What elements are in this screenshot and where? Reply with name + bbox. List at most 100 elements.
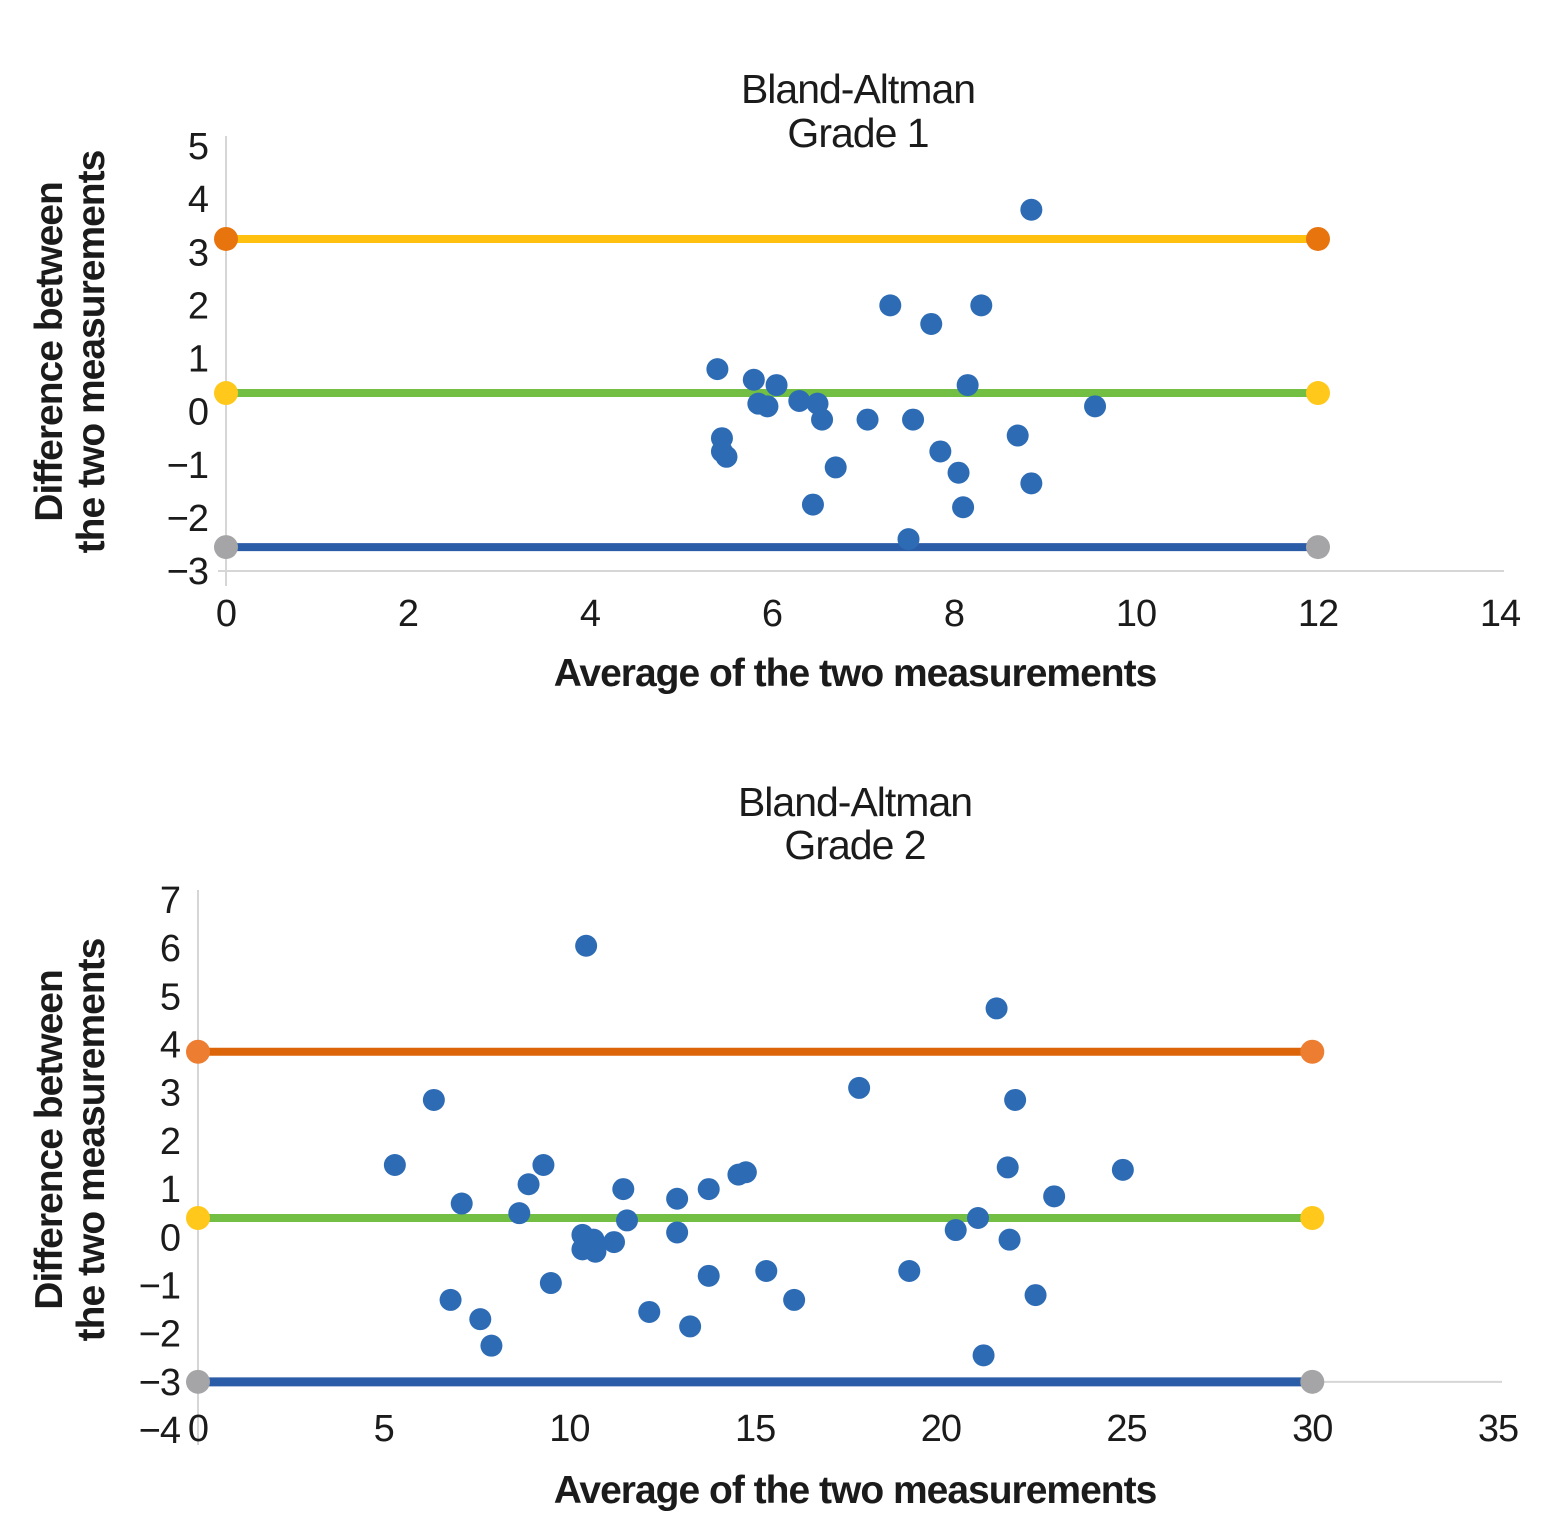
data-point: [1020, 472, 1043, 495]
data-point: [824, 456, 847, 479]
data-point: [801, 493, 824, 516]
y-tick-label: 5: [188, 126, 208, 168]
chart-subtitle: Grade 1: [787, 110, 928, 156]
data-point: [765, 374, 788, 397]
data-point: [1020, 198, 1043, 221]
lower-loa-end-marker: [1300, 1369, 1325, 1394]
data-point: [638, 1300, 661, 1323]
mean-start-marker: [186, 1206, 210, 1230]
data-point: [970, 294, 993, 317]
y-tick-label: −1: [139, 1265, 180, 1307]
data-point: [848, 1076, 871, 1099]
data-point: [584, 1240, 607, 1263]
data-point: [929, 440, 952, 463]
y-axis-title-line2: the two measurements: [70, 150, 113, 553]
data-point: [603, 1231, 625, 1254]
upper-loa-end-marker: [1306, 226, 1330, 251]
y-tick-label: 2: [160, 1121, 180, 1163]
x-tick-label: 14: [1480, 593, 1521, 635]
data-point: [755, 1260, 778, 1282]
data-point: [480, 1334, 503, 1357]
y-axis-title: Difference between the two measurements: [28, 938, 113, 1341]
y-axis-title: Difference between the two measurements: [28, 150, 113, 553]
data-point: [679, 1315, 702, 1338]
data-point: [697, 1264, 720, 1287]
chart-title: Bland-Altman: [741, 66, 975, 112]
x-tick-label: 25: [1106, 1408, 1146, 1450]
data-point: [383, 1154, 406, 1176]
y-axis-title-line1: Difference between: [28, 970, 71, 1310]
y-tick-label: −2: [167, 498, 208, 540]
x-tick-label: 10: [549, 1408, 589, 1450]
x-tick-label: 5: [374, 1408, 394, 1450]
data-point: [897, 528, 920, 551]
x-tick-label: 10: [1116, 593, 1156, 635]
data-point: [666, 1221, 689, 1244]
data-point: [616, 1209, 638, 1232]
data-point: [920, 312, 943, 335]
x-axis-title: Average of the two measurements: [554, 652, 1157, 695]
x-tick-label: 6: [762, 593, 782, 635]
y-tick-label: 4: [188, 179, 209, 221]
data-point: [539, 1272, 562, 1295]
data-point: [1111, 1158, 1134, 1181]
data-point: [756, 395, 779, 418]
x-tick-label: 30: [1292, 1408, 1332, 1450]
upper-loa-end-marker: [1300, 1039, 1325, 1064]
y-axis-title-line2: the two measurements: [70, 938, 113, 1341]
data-point: [783, 1288, 806, 1311]
y-tick-label: 4: [160, 1025, 181, 1067]
y-tick-label: 0: [188, 392, 208, 434]
y-tick-label: −4: [139, 1410, 181, 1452]
y-tick-label: −3: [139, 1362, 180, 1404]
y-axis-title-line1: Difference between: [28, 182, 71, 522]
x-axis-title: Average of the two measurements: [554, 1469, 1157, 1512]
data-point: [967, 1207, 989, 1229]
data-point: [1006, 424, 1029, 447]
x-tick-label: 20: [921, 1408, 961, 1450]
y-tick-label: 3: [188, 232, 208, 274]
x-tick-label: 2: [398, 593, 418, 635]
y-tick-label: 0: [160, 1217, 180, 1259]
data-point: [450, 1192, 473, 1215]
data-point: [1004, 1088, 1027, 1111]
data-point: [856, 408, 879, 431]
data-point: [902, 408, 925, 431]
data-point: [575, 934, 598, 957]
data-point: [517, 1173, 540, 1196]
y-tick-label: 1: [188, 339, 208, 381]
data-point: [742, 368, 765, 391]
data-point: [612, 1178, 635, 1201]
lower-loa-end-marker: [1306, 535, 1330, 560]
data-point: [788, 390, 811, 412]
data-point: [1024, 1284, 1047, 1307]
y-tick-label: −1: [167, 445, 208, 487]
data-point: [1043, 1185, 1066, 1208]
data-point: [508, 1202, 531, 1225]
data-point: [532, 1154, 555, 1176]
y-tick-label: 5: [160, 976, 180, 1018]
data-point: [952, 496, 975, 519]
data-point: [898, 1260, 921, 1282]
upper-loa-start-marker: [186, 1039, 210, 1064]
x-tick-label: 15: [735, 1408, 775, 1450]
data-point: [996, 1156, 1019, 1179]
data-point: [715, 445, 738, 468]
data-point: [998, 1228, 1021, 1251]
lower-loa-start-marker: [186, 1369, 210, 1394]
chart-title: Bland-Altman: [738, 779, 972, 825]
data-point: [439, 1288, 462, 1311]
y-tick-label: −3: [167, 551, 208, 593]
data-point: [469, 1308, 492, 1331]
upper-loa-start-marker: [214, 226, 238, 251]
x-tick-label: 8: [944, 593, 964, 635]
data-point: [879, 294, 902, 317]
x-tick-label: 4: [580, 593, 601, 635]
data-point: [734, 1161, 757, 1184]
data-point: [947, 461, 970, 484]
mean-end-marker: [1306, 381, 1330, 406]
lower-loa-start-marker: [214, 535, 238, 560]
y-tick-label: 2: [188, 285, 208, 327]
